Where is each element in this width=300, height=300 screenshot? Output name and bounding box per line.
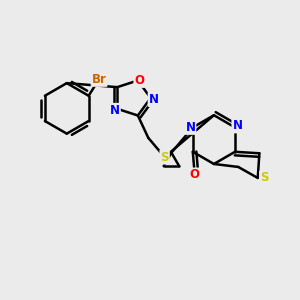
Text: N: N — [185, 121, 195, 134]
Text: N: N — [148, 93, 159, 106]
Text: S: S — [160, 151, 169, 164]
Text: O: O — [189, 169, 199, 182]
Text: Br: Br — [92, 73, 106, 86]
Text: O: O — [134, 74, 144, 87]
Text: N: N — [232, 119, 242, 132]
Text: N: N — [110, 104, 120, 117]
Text: S: S — [260, 171, 269, 184]
